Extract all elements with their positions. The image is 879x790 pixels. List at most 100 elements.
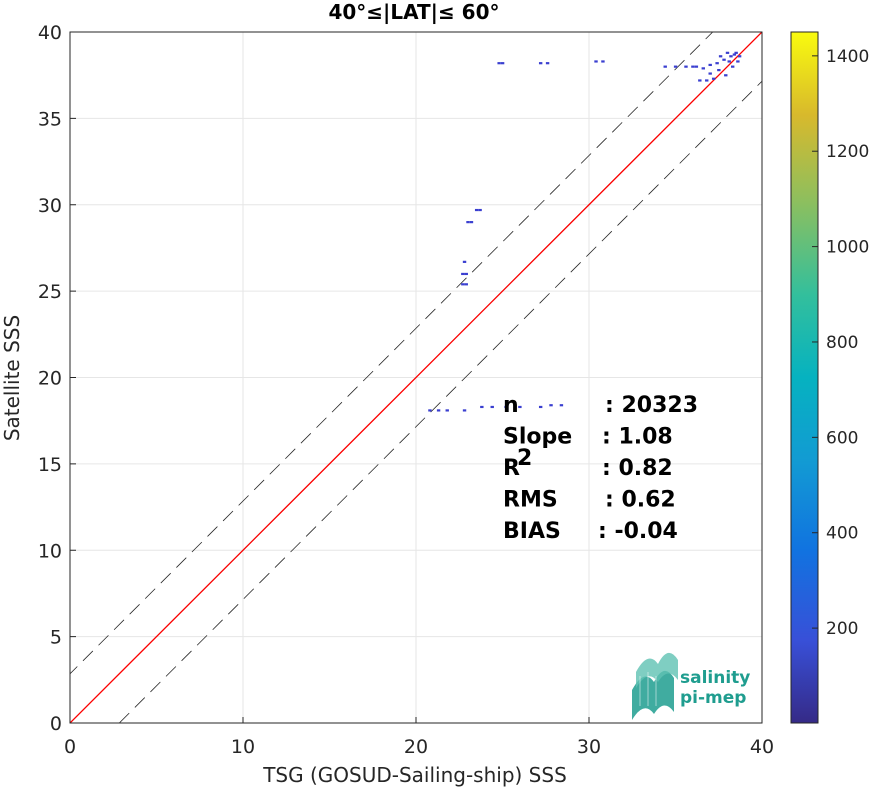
data-point	[705, 79, 709, 82]
data-point	[538, 62, 543, 65]
colorbar: 200 400 600 800 1000 1200 1400	[790, 31, 869, 724]
data-point	[684, 65, 688, 68]
stat-value: : 0.62	[605, 488, 676, 513]
data-point	[428, 409, 432, 412]
data-point	[737, 55, 742, 58]
logo-line2: pi-mep	[680, 688, 746, 708]
data-point	[480, 405, 484, 409]
data-point	[504, 405, 508, 409]
data-point	[461, 272, 465, 276]
statistics-box: n: 20323 Slope: 1.08 R2: 0.82 RMS: 0.62 BIAS…	[503, 393, 698, 544]
y-tick-label: 25	[38, 281, 62, 303]
data-point	[445, 409, 449, 412]
data-point	[694, 65, 699, 68]
y-tick-label: 0	[50, 713, 62, 735]
data-point	[461, 283, 465, 286]
data-point	[708, 72, 712, 75]
y-tick-label: 10	[38, 540, 62, 562]
y-axis-label: Satellite SSS	[0, 315, 24, 441]
x-tick-label: 20	[404, 736, 428, 758]
data-point	[559, 404, 564, 407]
data-point	[538, 405, 543, 409]
data-point	[478, 208, 482, 212]
x-axis-label: TSG (GOSUD-Sailing-ship) SSS	[262, 763, 567, 787]
data-point	[474, 208, 479, 212]
x-tick-label: 0	[64, 736, 76, 758]
stat-value: : 0.82	[602, 456, 673, 481]
x-tick-label: 30	[577, 736, 601, 758]
data-point	[724, 74, 728, 77]
y-tick-label: 30	[38, 195, 62, 217]
data-point	[729, 55, 733, 58]
data-point	[663, 65, 667, 68]
data-point	[698, 79, 702, 82]
data-point	[691, 65, 695, 68]
x-tick-label: 10	[231, 736, 255, 758]
data-point	[708, 63, 712, 67]
data-point	[734, 51, 738, 54]
stat-label: RMS	[503, 488, 558, 513]
stat-label: BIAS	[503, 519, 561, 544]
data-point	[730, 65, 735, 68]
y-tick-label: 15	[38, 454, 62, 476]
stat-label: n	[503, 393, 519, 418]
colorbar-tick-label: 1000	[826, 238, 869, 258]
data-point	[594, 60, 598, 63]
colorbar-tick-label: 1200	[826, 142, 869, 162]
colorbar-tick-label: 600	[826, 428, 858, 448]
data-point	[462, 260, 467, 263]
data-point	[469, 221, 474, 224]
data-point	[490, 405, 494, 409]
data-point	[601, 60, 605, 63]
data-point	[725, 51, 730, 54]
data-point	[436, 409, 441, 412]
wave-logo-icon	[632, 652, 678, 720]
data-point	[722, 58, 726, 61]
colorbar-tick-label: 1400	[826, 47, 869, 67]
logo-line1: salinity	[680, 668, 750, 688]
offset-dashed-line	[119, 80, 762, 723]
y-axis-ticks: 0 5 10 15 20 25 30 35 40	[38, 22, 76, 735]
data-point	[718, 55, 723, 58]
x-axis-ticks: 0 10 20 30 40	[64, 717, 774, 758]
data-points	[428, 51, 742, 412]
data-point	[462, 409, 467, 412]
y-tick-label: 35	[38, 108, 62, 130]
colorbar-tick-label: 800	[826, 333, 858, 353]
y-tick-label: 20	[38, 368, 62, 390]
data-point	[464, 283, 468, 286]
y-tick-label: 40	[38, 22, 62, 44]
regression-fit-line	[70, 32, 762, 723]
stat-value: : 20323	[605, 393, 698, 418]
stat-label: R	[503, 456, 520, 481]
stat-value: : -0.04	[598, 519, 678, 544]
data-point	[736, 60, 740, 63]
data-point	[545, 62, 550, 65]
x-tick-label: 40	[750, 736, 774, 758]
data-point	[732, 53, 737, 56]
data-point	[466, 221, 470, 224]
y-tick-label: 5	[50, 627, 62, 649]
data-point	[673, 65, 678, 68]
data-point	[549, 404, 553, 407]
data-point	[500, 62, 505, 65]
data-point	[518, 405, 522, 409]
data-point	[497, 62, 501, 65]
data-point	[715, 62, 719, 65]
colorbar-ticks: 200 400 600 800 1000 1200 1400	[812, 47, 869, 639]
data-point	[711, 77, 716, 80]
colorbar-tick-label: 200	[826, 619, 858, 639]
stat-label: Slope	[503, 425, 572, 450]
colorbar-gradient	[790, 31, 819, 724]
offset-dashed-line	[70, 32, 713, 675]
data-point	[717, 69, 721, 72]
colorbar-tick-label: 400	[826, 524, 858, 544]
stat-superscript: 2	[517, 446, 532, 471]
data-point	[727, 60, 731, 63]
data-point	[701, 67, 705, 70]
data-point	[464, 272, 468, 276]
reference-lines	[70, 32, 762, 723]
salinity-pi-mep-logo: salinity pi-mep	[632, 652, 750, 720]
chart-title: 40°≤|LAT|≤ 60°	[328, 0, 499, 24]
